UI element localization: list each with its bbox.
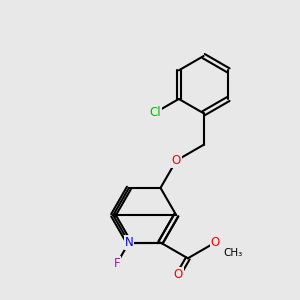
Text: F: F [113,257,120,270]
Text: O: O [211,236,220,249]
Text: CH₃: CH₃ [223,248,242,258]
Text: O: O [174,268,183,281]
Text: N: N [124,236,133,249]
Text: O: O [172,154,181,167]
Text: Cl: Cl [149,106,161,119]
